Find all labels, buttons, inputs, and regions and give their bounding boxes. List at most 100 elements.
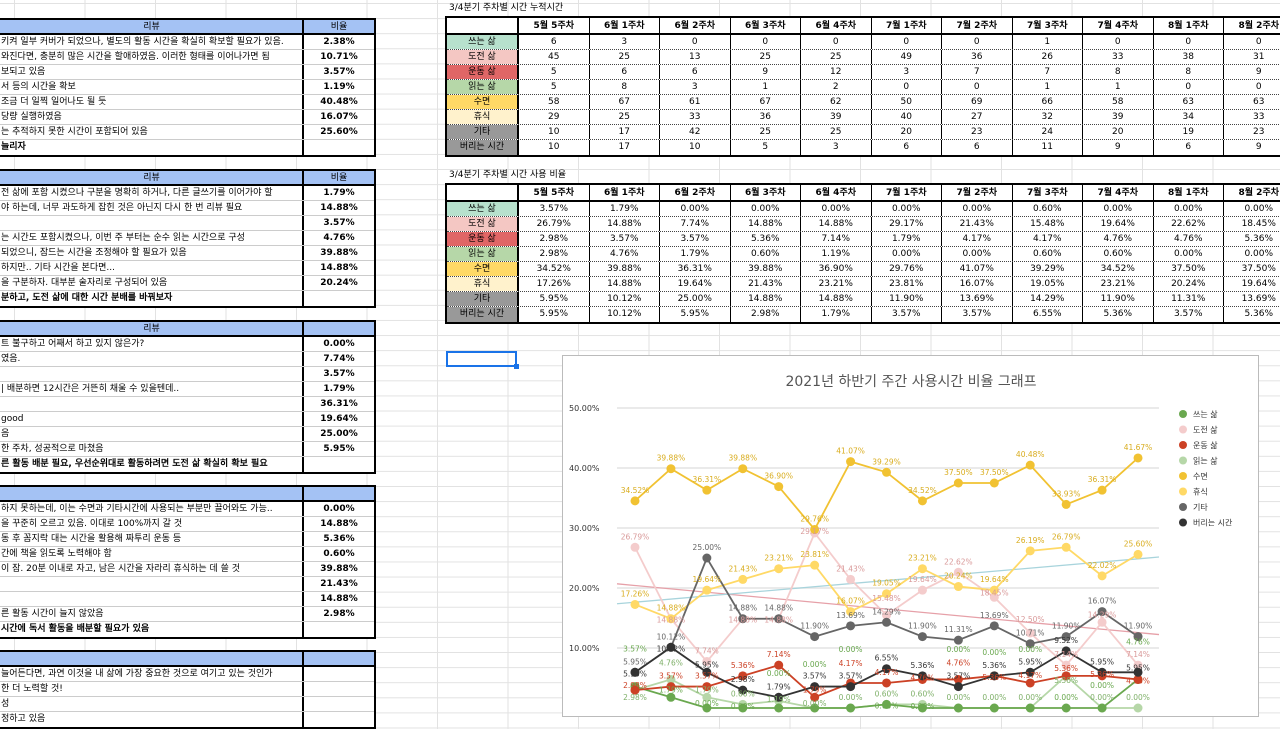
ratio-cell[interactable]: 5.36% bbox=[323, 534, 355, 544]
value-cell[interactable]: 26 bbox=[1013, 50, 1083, 64]
value-cell[interactable]: 36 bbox=[942, 50, 1013, 64]
value-cell[interactable]: 36.31% bbox=[660, 262, 731, 276]
value-cell[interactable]: 36 bbox=[731, 110, 801, 124]
value-cell[interactable]: 8 bbox=[1154, 65, 1224, 79]
ratio-cell[interactable] bbox=[304, 682, 374, 696]
review-cell[interactable]: 동 후 꼼지락 대는 시간을 활용해 짜투리 운동 등 bbox=[0, 532, 304, 546]
value-cell[interactable]: 7.74% bbox=[660, 217, 731, 231]
category-label[interactable]: 읽는 삶 bbox=[447, 247, 519, 261]
value-cell[interactable]: 5 bbox=[519, 80, 590, 94]
value-cell[interactable]: 0 bbox=[731, 35, 801, 49]
ratio-cell[interactable] bbox=[304, 697, 374, 711]
value-cell[interactable]: 4.17% bbox=[1013, 232, 1083, 246]
value-cell[interactable]: 6 bbox=[1154, 140, 1224, 155]
review-row[interactable]: 을 꾸준히 오르고 있음. 이대로 100%까지 갈 것 14.88% bbox=[0, 517, 374, 532]
review-cell[interactable]: 는 추적하지 못한 시간이 포함되어 있음 bbox=[0, 125, 304, 139]
review-cell[interactable]: 시간에 독서 활동을 배분할 필요가 있음 bbox=[0, 622, 304, 637]
review-cell[interactable]: 음 bbox=[0, 427, 304, 441]
review-cell[interactable]: 조금 더 일찍 일어나도 될 듯 bbox=[0, 95, 304, 109]
review-cell[interactable]: 늘어든다면, 과연 이것을 내 삶에 가장 중요한 것으로 여기고 있는 것인가 bbox=[0, 667, 304, 681]
value-cell[interactable]: 37.50% bbox=[1154, 262, 1224, 276]
review-row[interactable]: | 배분하면 12시간은 거뜬히 채울 수 있을텐데.. 1.79% bbox=[0, 382, 374, 397]
value-cell[interactable]: 0.00% bbox=[801, 202, 872, 216]
review-row[interactable]: 동 후 꼼지락 대는 시간을 활용해 짜투리 운동 등 5.36% bbox=[0, 532, 374, 547]
category-label[interactable]: 버리는 시간 bbox=[447, 307, 519, 322]
value-cell[interactable]: 6.55% bbox=[1013, 307, 1083, 322]
ratio-cell[interactable]: 36.31% bbox=[320, 399, 358, 409]
value-cell[interactable]: 3.57% bbox=[1154, 307, 1224, 322]
value-cell[interactable]: 4.76% bbox=[1154, 232, 1224, 246]
review-row[interactable]: 야 하는데, 너무 과도하게 잡힌 것은 아닌지 다시 한 번 리뷰 필요 14.… bbox=[0, 201, 374, 216]
value-cell[interactable]: 2.98% bbox=[519, 232, 590, 246]
value-cell[interactable]: 0.00% bbox=[1154, 202, 1224, 216]
review-row[interactable]: 전 삶에 포함 시켰으나 구분을 명확히 하거나, 다른 글쓰기를 이어가야 할… bbox=[0, 186, 374, 201]
ratio-cell[interactable]: 25.00% bbox=[320, 429, 358, 439]
category-label[interactable]: 버리는 시간 bbox=[447, 140, 519, 155]
ratio-cell[interactable]: 0.00% bbox=[323, 339, 355, 349]
ratio-cell[interactable] bbox=[304, 457, 374, 472]
value-cell[interactable]: 19 bbox=[1154, 125, 1224, 139]
review-row[interactable]: 한 주차, 성공적으로 마쳤음 5.95% bbox=[0, 442, 374, 457]
value-cell[interactable]: 0 bbox=[872, 35, 942, 49]
review-cell[interactable] bbox=[0, 592, 304, 606]
ratio-cell[interactable] bbox=[304, 140, 374, 155]
value-cell[interactable]: 23.81% bbox=[872, 277, 942, 291]
value-cell[interactable]: 26.79% bbox=[519, 217, 590, 231]
value-cell[interactable]: 8 bbox=[590, 80, 660, 94]
value-cell[interactable]: 23 bbox=[942, 125, 1013, 139]
value-cell[interactable]: 15.48% bbox=[1013, 217, 1083, 231]
review-cell[interactable]: 한 주차, 성공적으로 마쳤음 bbox=[0, 442, 304, 456]
value-cell[interactable]: 1.79% bbox=[660, 247, 731, 261]
value-cell[interactable]: 13 bbox=[660, 50, 731, 64]
value-cell[interactable]: 6 bbox=[519, 35, 590, 49]
review-row[interactable]: 키켜 일부 커버가 되었으나, 별도의 활동 시간을 확실히 확보할 필요가 있… bbox=[0, 35, 374, 50]
value-cell[interactable]: 0.00% bbox=[1154, 247, 1224, 261]
value-cell[interactable]: 10 bbox=[519, 125, 590, 139]
review-row[interactable]: 른 활동 시간이 늘지 않았음 2.98% bbox=[0, 607, 374, 622]
value-cell[interactable]: 14.88% bbox=[590, 277, 660, 291]
review-row[interactable]: 트 불구하고 어째서 하고 있지 않은가? 0.00% bbox=[0, 337, 374, 352]
value-cell[interactable]: 9 bbox=[1083, 140, 1154, 155]
ratio-cell[interactable]: 4.76% bbox=[323, 233, 355, 243]
value-cell[interactable]: 58 bbox=[1083, 95, 1154, 109]
value-cell[interactable]: 42 bbox=[660, 125, 731, 139]
value-cell[interactable]: 11.90% bbox=[872, 292, 942, 306]
value-cell[interactable]: 33 bbox=[1083, 50, 1154, 64]
value-cell[interactable]: 14.88% bbox=[590, 217, 660, 231]
value-cell[interactable]: 25.00% bbox=[660, 292, 731, 306]
ratio-cell[interactable]: 19.64% bbox=[320, 414, 358, 424]
value-cell[interactable]: 38 bbox=[1154, 50, 1224, 64]
value-cell[interactable]: 0.00% bbox=[872, 202, 942, 216]
review-cell[interactable]: 트 불구하고 어째서 하고 있지 않은가? bbox=[0, 337, 304, 351]
review-cell[interactable] bbox=[0, 216, 304, 230]
value-cell[interactable]: 25 bbox=[801, 125, 872, 139]
review-cell[interactable]: 성 bbox=[0, 697, 304, 711]
review-cell[interactable]: 간에 책을 읽도록 노력해야 함 bbox=[0, 547, 304, 561]
value-cell[interactable]: 3.57% bbox=[942, 307, 1013, 322]
value-cell[interactable]: 0.00% bbox=[872, 247, 942, 261]
usage-ratio-line-chart[interactable]: 2021년 하반기 주간 사용시간 비율 그래프 10.00% 20.00% 30.… bbox=[562, 355, 1259, 717]
value-cell[interactable]: 9 bbox=[1224, 140, 1280, 155]
review-row[interactable]: 정하고 있음 bbox=[0, 712, 374, 727]
category-label[interactable]: 운동 삶 bbox=[447, 65, 519, 79]
review-cell[interactable]: 와진다면, 충분히 많은 시간을 할애하였음. 이러한 형태를 이어나가면 됨 bbox=[0, 50, 304, 64]
value-cell[interactable]: 25 bbox=[731, 50, 801, 64]
value-cell[interactable]: 0 bbox=[801, 35, 872, 49]
ratio-cell[interactable]: 39.88% bbox=[320, 564, 358, 574]
review-cell[interactable]: good bbox=[0, 412, 304, 426]
value-cell[interactable]: 1 bbox=[1083, 80, 1154, 94]
value-cell[interactable]: 8 bbox=[1083, 65, 1154, 79]
review-row[interactable]: 간에 책을 읽도록 노력해야 함 0.60% bbox=[0, 547, 374, 562]
value-cell[interactable]: 2 bbox=[801, 80, 872, 94]
review-row[interactable]: 였음. 7.74% bbox=[0, 352, 374, 367]
review-cell[interactable]: 키켜 일부 커버가 되었으나, 별도의 활동 시간을 확실히 확보할 필요가 있… bbox=[0, 35, 304, 49]
review-row[interactable]: 른 활동 배분 필요, 우선순위대로 활동하려면 도전 삶 확실히 확보 필요 bbox=[0, 457, 374, 472]
value-cell[interactable]: 29.76% bbox=[872, 262, 942, 276]
value-cell[interactable]: 13.69% bbox=[1224, 292, 1280, 306]
ratio-cell[interactable] bbox=[304, 667, 374, 681]
value-cell[interactable]: 4.76% bbox=[590, 247, 660, 261]
ratio-cell[interactable]: 3.57% bbox=[323, 67, 355, 77]
value-cell[interactable]: 1.79% bbox=[801, 307, 872, 322]
review-row[interactable]: 3.57% bbox=[0, 367, 374, 382]
review-cell[interactable]: 였음. bbox=[0, 352, 304, 366]
